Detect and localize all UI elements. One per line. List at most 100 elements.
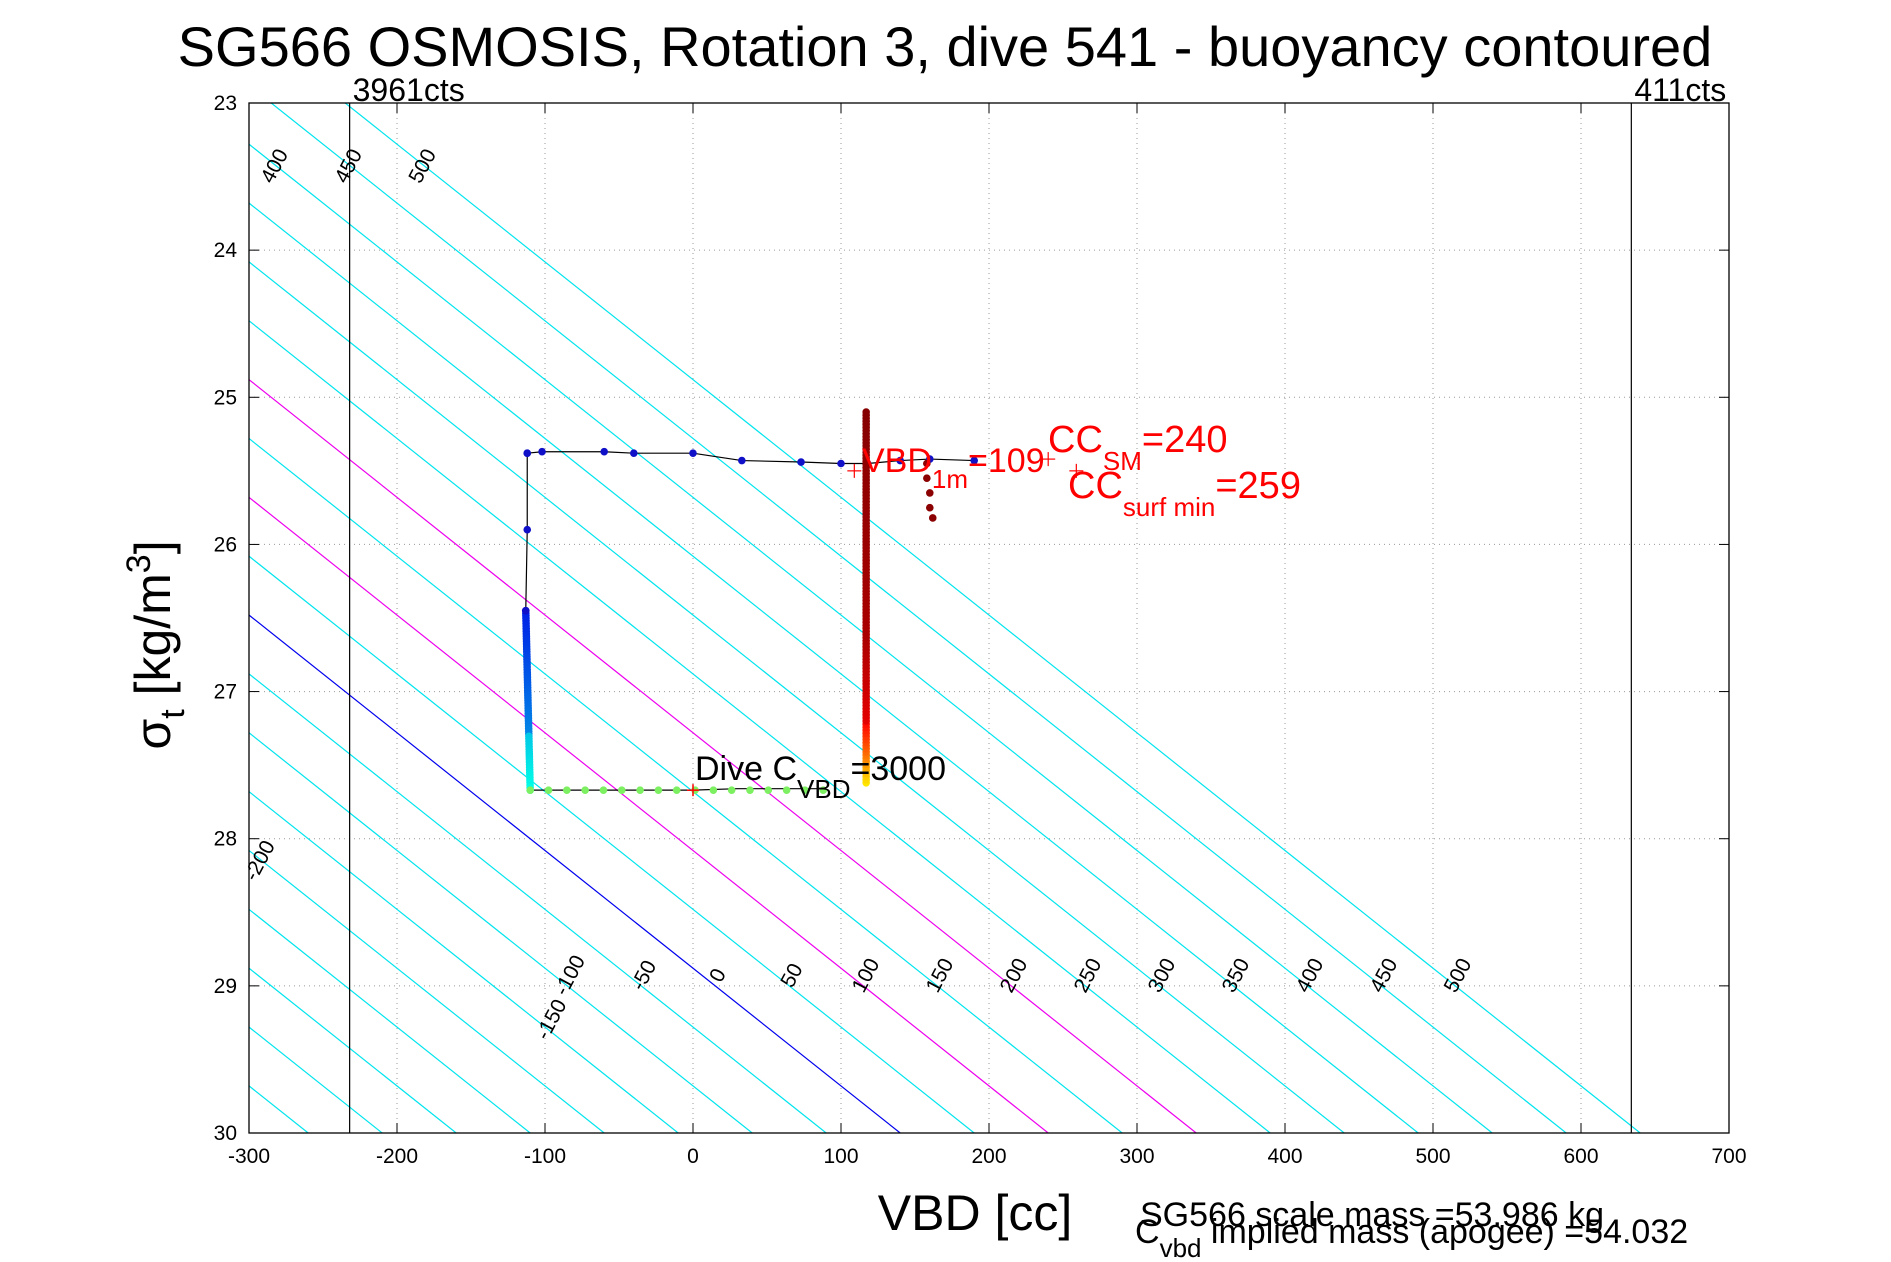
bottom-point	[544, 786, 553, 794]
surface-cluster-point	[923, 474, 931, 483]
contour-label: -150	[531, 996, 571, 1044]
axis-ticks: -300 -200 -100 0 100 200 300 400 500 600 700232425…	[214, 92, 1747, 1168]
contour-line	[249, 673, 827, 1133]
contour-line	[249, 320, 1271, 1133]
limit-label: 3961cts	[353, 72, 465, 108]
x-tick-label: 500	[1415, 1145, 1450, 1168]
descent-point	[523, 525, 532, 534]
bottom-point	[746, 786, 754, 794]
vbd-1m-annotation: VBD1m=109	[862, 442, 1045, 494]
y-label-sigma: σ	[125, 719, 181, 750]
y-label-sub: t	[154, 709, 192, 719]
bottom-point	[617, 786, 626, 794]
bottom-point	[764, 786, 773, 794]
surface-cluster-point	[928, 514, 937, 522]
contour-label: 150	[922, 955, 959, 997]
grid-lines	[248, 102, 1730, 1134]
surface-point	[837, 459, 845, 468]
bottom-point	[782, 786, 791, 794]
surface-point	[689, 449, 697, 458]
contour-label: 250	[1070, 955, 1107, 997]
surface-trace	[527, 451, 975, 465]
contour-label: 0	[705, 965, 731, 986]
contour-label: 100	[848, 955, 885, 997]
surface-point	[896, 456, 904, 465]
x-axis-label: VBD [cc]	[878, 1185, 1072, 1241]
bottom-point	[581, 786, 589, 794]
annotations: VBD1m=109 CCSM=240 CCsurf min=259 Dive C…	[695, 419, 1301, 804]
surface-cluster-point	[926, 503, 934, 512]
y-label-sup: 3	[120, 554, 158, 573]
contour-line	[249, 202, 1419, 1133]
surface-point	[600, 447, 608, 456]
cc-sm-annotation: CCSM=240	[1048, 419, 1227, 476]
y-axis-label: σt [kg/m3]	[120, 540, 192, 749]
contour-label: 400	[256, 145, 293, 187]
chart-title: SG566 OSMOSIS, Rotation 3, dive 541 - bu…	[178, 15, 1713, 78]
x-tick-label: 700	[1711, 1145, 1746, 1168]
contour-line	[249, 261, 1345, 1133]
contour-label: 500	[1440, 955, 1477, 997]
bottom-point	[563, 786, 571, 794]
bottom-point	[526, 786, 534, 794]
contour-label: 300	[1144, 955, 1181, 997]
contour-line	[270, 103, 1567, 1133]
x-tick-label: 200	[971, 1145, 1006, 1168]
scale-mass-note: SG566 scale mass =53.986 kg	[1140, 1196, 1604, 1234]
dive-series	[521, 408, 1084, 797]
contour-lines	[249, 103, 1641, 1133]
contour-line	[249, 378, 1197, 1133]
bottom-point	[819, 786, 828, 794]
descent-point	[521, 606, 530, 615]
bottom-point	[636, 786, 644, 794]
bottom-point	[599, 786, 608, 794]
contour-line	[344, 103, 1641, 1133]
contour-line	[249, 790, 679, 1133]
contour-label: 350	[1218, 955, 1255, 997]
contour-line	[249, 143, 1493, 1133]
surface-cluster-point	[926, 489, 934, 497]
contour-label: 500	[404, 145, 441, 187]
contour-line	[249, 908, 531, 1133]
y-tick-label: 30	[214, 1122, 237, 1145]
y-tick-label: 28	[214, 828, 237, 851]
contour-line	[249, 849, 605, 1133]
y-tick-label: 27	[214, 681, 237, 704]
contour-line	[249, 555, 975, 1133]
vbd-limit-lines: 3961cts 411cts	[349, 72, 1726, 1133]
contour-line	[249, 496, 1049, 1133]
surface-point	[538, 447, 546, 456]
x-tick-label: -300	[228, 1145, 270, 1168]
implied-mass-note: Cvbd implied mass (apogee) =54.032	[1135, 1213, 1688, 1262]
x-tick-label: 100	[823, 1145, 858, 1168]
y-tick-label: 25	[214, 386, 237, 409]
bottom-point	[727, 786, 736, 794]
contour-label: -200	[240, 837, 280, 885]
x-tick-label: -200	[376, 1145, 418, 1168]
contour-label: 400	[1292, 955, 1329, 997]
contour-label: 450	[1366, 955, 1403, 997]
y-tick-label: 26	[214, 533, 237, 556]
contour-label: 50	[776, 960, 807, 991]
y-label-unit: [kg/m	[125, 573, 181, 709]
x-tick-label: 600	[1563, 1145, 1598, 1168]
x-tick-label: 300	[1119, 1145, 1154, 1168]
contour-label: 200	[996, 955, 1033, 997]
bottom-point	[709, 786, 718, 794]
bottom-point	[672, 786, 681, 794]
bottom-point	[654, 786, 663, 794]
contour-label: -100	[550, 951, 590, 999]
surface-point	[630, 449, 638, 458]
contour-label: -50	[627, 957, 662, 995]
y-label-close: ]	[125, 540, 181, 554]
contour-label: 450	[330, 145, 367, 187]
surface-point	[738, 456, 746, 465]
bottom-point	[801, 786, 809, 794]
descent-point	[523, 449, 532, 458]
contour-labels: -200 400 450 500 -150-100 -50 0 50 100 150 200 250 3…	[240, 145, 1476, 1043]
surface-point	[797, 458, 805, 466]
y-tick-label: 29	[214, 975, 237, 998]
cc-surf-min-annotation: CCsurf min=259	[1068, 465, 1301, 522]
x-tick-label: -100	[524, 1145, 566, 1168]
